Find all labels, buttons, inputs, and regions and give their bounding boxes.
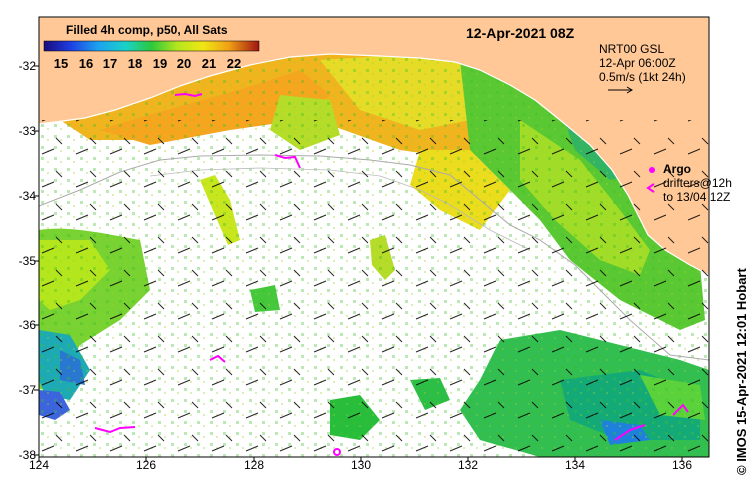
- lon-tick-label: 130: [350, 458, 372, 472]
- product-label: Filled 4h comp, p50, All Sats: [66, 23, 228, 37]
- lon-tick-label: 126: [135, 458, 157, 472]
- map-title: 12-Apr-2021 08Z: [466, 25, 575, 41]
- argo-legend-label: Argo: [663, 162, 691, 176]
- lon-tick-label: 134: [564, 458, 586, 472]
- colorbar-tick: 15: [53, 56, 69, 71]
- colorbar-tick: 21: [201, 56, 217, 71]
- drifter-legend-icon: [646, 183, 655, 193]
- lon-tick-label: 136: [671, 458, 693, 472]
- map-area: [39, 17, 709, 457]
- colorbar-tick: 16: [78, 56, 94, 71]
- lon-tick-label: 132: [457, 458, 479, 472]
- credit-label: © IMOS 15-Apr-2021 12:01 Hobart: [734, 268, 749, 475]
- current-arrow-icon: [39, 120, 709, 457]
- current-legend-source: NRT00 GSL: [599, 42, 665, 56]
- lon-tick-label: 128: [243, 458, 265, 472]
- lat-tick-label: -37: [18, 383, 36, 397]
- drifter-legend-date: to 13/04 12Z: [663, 190, 731, 204]
- current-scale-arrow-icon: [608, 86, 633, 94]
- drifter-legend-label: drifters@12h: [663, 176, 732, 190]
- current-legend-scale: 0.5m/s (1kt 24h): [599, 70, 686, 84]
- colorbar: [43, 40, 260, 52]
- lat-tick-label: -32: [18, 59, 36, 73]
- colorbar-tick: 17: [102, 56, 118, 71]
- colorbar-tick: 22: [226, 56, 242, 71]
- drifter-icon: [94, 92, 689, 441]
- lat-tick-label: -36: [18, 318, 36, 332]
- lat-tick-label: -34: [18, 189, 36, 203]
- lat-tick-label: -33: [18, 124, 36, 138]
- axis-ticks: [34, 65, 683, 462]
- argo-legend-icon: [649, 167, 655, 173]
- colorbar-tick: 18: [127, 56, 143, 71]
- colorbar-tick: 19: [152, 56, 168, 71]
- lat-tick-label: -35: [18, 254, 36, 268]
- argo-float-icon: [333, 448, 341, 456]
- lon-tick-label: 124: [28, 458, 50, 472]
- current-legend-time: 12-Apr 06:00Z: [599, 56, 676, 70]
- map-frame: [38, 16, 710, 458]
- lat-tick-label: -38: [18, 448, 36, 462]
- colorbar-tick: 20: [176, 56, 192, 71]
